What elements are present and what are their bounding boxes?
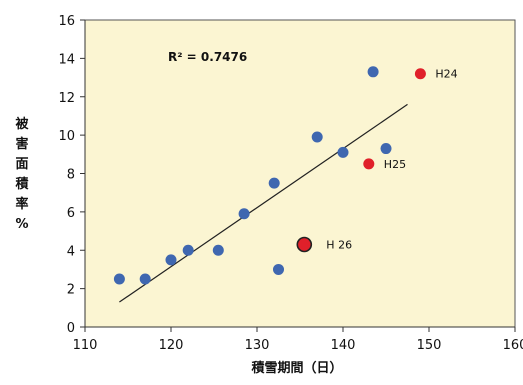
y-tick-label: 8: [67, 168, 75, 183]
data-point-h26: [296, 236, 313, 253]
data-point-h25: [363, 158, 375, 170]
data-point: [273, 263, 284, 275]
data-point: [311, 131, 323, 143]
point-label: H25: [384, 158, 406, 171]
data-point: [165, 254, 177, 266]
data-point: [139, 273, 151, 285]
y-tick-label: 0: [67, 321, 75, 336]
point-label: H 26: [326, 238, 352, 251]
data-point: [182, 244, 194, 256]
y-tick-label: 14: [58, 52, 75, 67]
y-tick-label: 2: [67, 283, 75, 298]
data-point: [212, 244, 224, 256]
data-point: [380, 143, 392, 155]
x-tick-label: 110: [73, 338, 98, 353]
r-squared-label: R² = 0.7476: [168, 50, 247, 64]
y-tick-label: 16: [58, 14, 75, 29]
y-tick-label: 4: [67, 244, 75, 259]
point-label: H24: [435, 68, 457, 81]
data-point: [113, 273, 125, 285]
x-tick-label: 130: [245, 338, 270, 353]
data-point: [337, 146, 349, 158]
trendline: [119, 103, 408, 303]
data-point-h24: [414, 68, 426, 80]
x-tick-label: 160: [503, 338, 523, 353]
x-tick-label: 150: [417, 338, 442, 353]
x-tick-label: 140: [331, 338, 356, 353]
x-tick-label: 120: [159, 338, 184, 353]
data-point: [238, 208, 250, 220]
y-tick-label: 12: [58, 91, 75, 106]
x-axis-title: 積雪期間（日）: [250, 360, 342, 376]
data-point: [367, 66, 379, 78]
y-axis-title: 被害面積率%: [14, 116, 29, 232]
data-point: [268, 177, 280, 189]
y-tick-label: 10: [58, 129, 75, 144]
y-tick-label: 6: [67, 206, 75, 221]
